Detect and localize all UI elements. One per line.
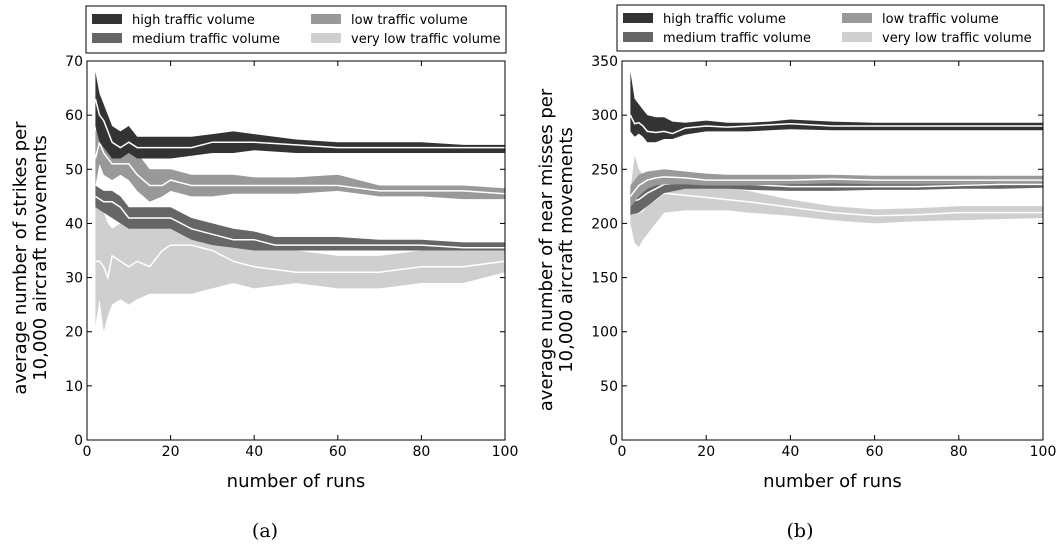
legend-swatch-very-low-traffic-volume — [311, 33, 341, 43]
legend-swatch-very-low-traffic-volume — [842, 32, 872, 42]
x-tick-label: 0 — [618, 444, 627, 460]
x-tick-label: 20 — [697, 444, 715, 460]
band-low-traffic-volume — [95, 120, 506, 202]
x-tick-label: 60 — [866, 444, 884, 460]
band-very-low-traffic-volume — [630, 155, 1043, 248]
legend-label-very-low-traffic-volume: very low traffic volume — [882, 31, 1032, 46]
legend-box — [616, 4, 1045, 52]
x-axis-title: number of runs — [227, 471, 366, 492]
mean-line-low-traffic-volume — [629, 176, 1043, 197]
chart-panel-b: 0 20 40 60 80 100 0 50 100 150 200 250 300 350 number … — [536, 4, 1057, 492]
legend-label-low-traffic-volume: low traffic volume — [351, 13, 468, 28]
mean-line-high-traffic-volume — [94, 98, 505, 149]
y-axis-title-line-1: average number of strikes per — [10, 121, 31, 395]
y-tick-label: 50 — [600, 379, 618, 395]
x-tick-label: 40 — [245, 444, 263, 460]
x-tick-label: 0 — [83, 444, 92, 460]
y-tick-label: 60 — [65, 108, 83, 124]
y-tick-label: 0 — [74, 433, 83, 449]
legend: high traffic volume low traffic volume med… — [85, 5, 507, 54]
x-tick-label: 100 — [492, 444, 519, 460]
x-tick-label: 100 — [1030, 444, 1057, 460]
legend-swatch-low-traffic-volume — [842, 13, 872, 23]
y-tick-label: 300 — [591, 108, 618, 124]
mean-line-medium-traffic-volume — [94, 195, 505, 249]
band-high-traffic-volume — [630, 71, 1043, 143]
y-tick-label: 40 — [65, 216, 83, 232]
legend-swatch-medium-traffic-volume — [92, 33, 122, 43]
mean-line-very-low-traffic-volume — [629, 192, 1043, 217]
y-tick-label: 350 — [591, 54, 618, 70]
mean-line-high-traffic-volume — [629, 114, 1043, 135]
mean-line-low-traffic-volume — [94, 139, 506, 195]
caption-b: (b) — [787, 520, 814, 542]
plot-frame — [621, 60, 1044, 441]
y-tick-label: 0 — [609, 433, 618, 449]
legend-swatch-medium-traffic-volume — [623, 32, 653, 42]
legend-swatch-high-traffic-volume — [92, 14, 122, 24]
band-medium-traffic-volume — [95, 185, 506, 251]
y-tick-label: 30 — [65, 271, 83, 287]
y-tick-label: 150 — [591, 271, 618, 287]
plot-frame — [86, 60, 506, 441]
y-tick-label: 100 — [591, 325, 618, 341]
y-axis-title-line-2: 10,000 aircraft movements — [556, 127, 577, 373]
y-axis-title-line-1: average number of near misses per — [536, 88, 557, 411]
x-tick-label: 40 — [781, 444, 799, 460]
legend-swatch-high-traffic-volume — [623, 13, 653, 23]
y-tick-label: 200 — [591, 216, 618, 232]
legend-box — [85, 5, 507, 54]
y-tick-label: 50 — [65, 162, 83, 178]
x-tick-label: 80 — [950, 444, 968, 460]
band-high-traffic-volume — [95, 71, 506, 159]
y-tick-label: 20 — [65, 325, 83, 341]
legend-label-high-traffic-volume: high traffic volume — [663, 12, 786, 27]
x-tick-label: 20 — [162, 444, 180, 460]
legend-swatch-low-traffic-volume — [311, 14, 341, 24]
mean-line-very-low-traffic-volume — [95, 244, 506, 281]
y-tick-label: 250 — [591, 162, 618, 178]
legend-label-medium-traffic-volume: medium traffic volume — [132, 32, 280, 47]
legend-label-high-traffic-volume: high traffic volume — [132, 13, 255, 28]
caption-a: (a) — [252, 520, 278, 542]
chart-panel-a: 0 20 40 60 80 100 0 10 20 30 40 50 60 70 number of run… — [10, 5, 519, 492]
x-tick-label: 60 — [329, 444, 347, 460]
band-low-traffic-volume — [630, 169, 1043, 208]
legend-label-low-traffic-volume: low traffic volume — [882, 12, 999, 27]
legend-label-medium-traffic-volume: medium traffic volume — [663, 31, 811, 46]
x-axis-title: number of runs — [763, 471, 902, 492]
legend: high traffic volume low traffic volume med… — [616, 4, 1045, 52]
y-axis-title-line-2: 10,000 aircraft movements — [30, 135, 51, 381]
y-tick-label: 10 — [65, 379, 83, 395]
legend-label-very-low-traffic-volume: very low traffic volume — [351, 32, 501, 47]
y-tick-label: 70 — [65, 54, 83, 70]
x-tick-label: 80 — [412, 444, 430, 460]
